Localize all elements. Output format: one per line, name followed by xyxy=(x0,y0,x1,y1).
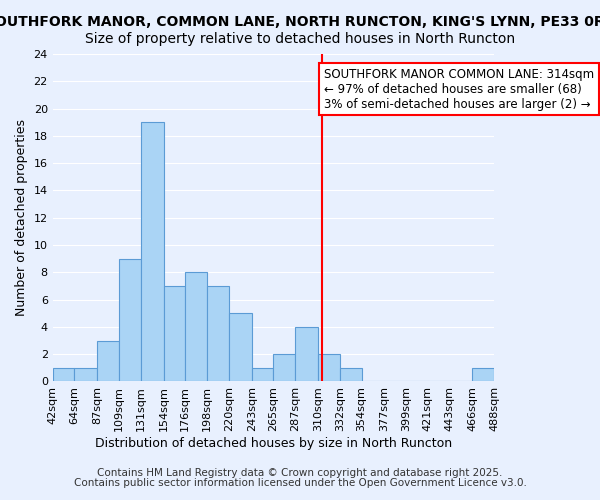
Text: SOUTHFORK MANOR, COMMON LANE, NORTH RUNCTON, KING'S LYNN, PE33 0RF: SOUTHFORK MANOR, COMMON LANE, NORTH RUNC… xyxy=(0,15,600,29)
Bar xyxy=(119,258,141,382)
Bar xyxy=(53,368,74,382)
Bar xyxy=(185,272,207,382)
Bar xyxy=(97,340,119,382)
Text: Contains HM Land Registry data © Crown copyright and database right 2025.: Contains HM Land Registry data © Crown c… xyxy=(97,468,503,477)
Bar xyxy=(472,368,494,382)
Text: Size of property relative to detached houses in North Runcton: Size of property relative to detached ho… xyxy=(85,32,515,46)
Bar xyxy=(318,354,340,382)
Bar xyxy=(229,313,251,382)
Bar xyxy=(141,122,164,382)
Bar xyxy=(207,286,229,382)
Y-axis label: Number of detached properties: Number of detached properties xyxy=(15,119,28,316)
Bar xyxy=(340,368,362,382)
Bar xyxy=(251,368,274,382)
Text: Contains public sector information licensed under the Open Government Licence v3: Contains public sector information licen… xyxy=(74,478,526,488)
Bar xyxy=(274,354,295,382)
Bar xyxy=(295,327,318,382)
Bar xyxy=(164,286,185,382)
Bar xyxy=(74,368,97,382)
Text: SOUTHFORK MANOR COMMON LANE: 314sqm
← 97% of detached houses are smaller (68)
3%: SOUTHFORK MANOR COMMON LANE: 314sqm ← 97… xyxy=(324,68,594,110)
X-axis label: Distribution of detached houses by size in North Runcton: Distribution of detached houses by size … xyxy=(95,437,452,450)
